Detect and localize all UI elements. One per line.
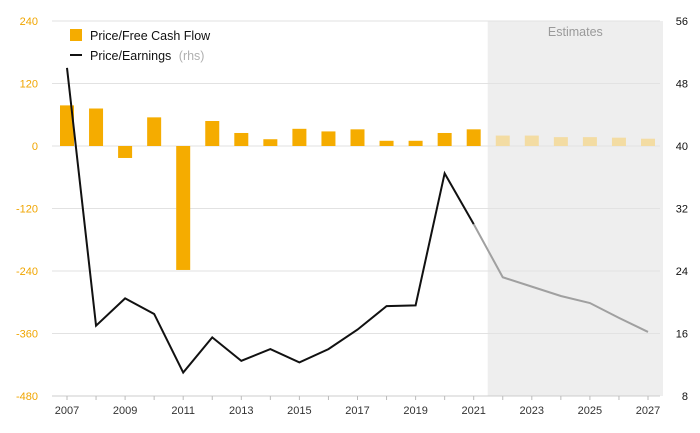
right-tick-label: 40: [676, 141, 688, 153]
bar-pfcf: [292, 128, 307, 146]
left-tick-label: -240: [16, 266, 38, 278]
bars: [60, 105, 655, 270]
bar-pfcf: [205, 121, 220, 146]
right-tick-label: 48: [676, 79, 688, 91]
left-axis: 240 120 0 -120 -240 -360 -480: [16, 16, 38, 403]
x-tick-label: 2023: [520, 405, 544, 417]
x-tick-label: 2009: [113, 405, 137, 417]
x-tick-label: 2011: [171, 405, 195, 417]
bar-pfcf: [234, 132, 249, 146]
bar-pfcf: [611, 137, 626, 146]
bar-pfcf: [408, 140, 423, 146]
x-tick-label: 2017: [345, 405, 369, 417]
left-tick-label: -480: [16, 391, 38, 403]
pe-line: [66, 67, 649, 375]
x-tick-label: 2019: [403, 405, 427, 417]
left-tick-label: 240: [20, 16, 38, 28]
legend-label-pe-suffix: (rhs): [179, 49, 205, 63]
bar-pfcf: [553, 137, 568, 146]
bar-pfcf: [147, 117, 162, 146]
legend: Price/Free Cash Flow Price/Earnings (rhs…: [70, 29, 211, 63]
left-tick-label: -360: [16, 329, 38, 341]
bar-pfcf: [466, 129, 481, 146]
bar-pfcf: [263, 139, 278, 146]
x-tick-label: 2027: [636, 405, 660, 417]
bar-pfcf: [379, 140, 394, 146]
left-tick-label: 120: [20, 79, 38, 91]
legend-label-pe: Price/Earnings (rhs): [90, 49, 204, 63]
left-tick-label: -120: [16, 204, 38, 216]
x-tick-label: 2021: [461, 405, 485, 417]
legend-label-pe-name: Price/Earnings: [90, 49, 171, 63]
pe-line-actual: [66, 67, 475, 375]
bar-pfcf: [176, 146, 191, 270]
bar-pfcf: [641, 138, 655, 146]
right-axis: 56 48 40 32 24 16 8: [676, 16, 688, 403]
right-tick-label: 8: [682, 391, 688, 403]
bar-pfcf: [495, 135, 510, 146]
bar-pfcf: [118, 146, 133, 158]
bar-pfcf: [321, 131, 336, 146]
x-tick-label: 2007: [55, 405, 79, 417]
legend-swatch-pfcf: [70, 29, 82, 41]
right-tick-label: 16: [676, 329, 688, 341]
right-tick-label: 56: [676, 16, 688, 28]
bar-pfcf: [89, 108, 104, 146]
x-tick-label: 2013: [229, 405, 253, 417]
right-tick-label: 24: [676, 266, 688, 278]
bar-pfcf: [350, 129, 365, 146]
right-tick-label: 32: [676, 204, 688, 216]
bar-pfcf: [524, 135, 539, 146]
x-axis: 2007 2009 2011 2013 2015 2017 2019 2021 2023 2025…: [52, 395, 660, 417]
x-tick-label: 2015: [287, 405, 311, 417]
legend-label-pfcf: Price/Free Cash Flow: [90, 29, 211, 43]
x-tick-label: 2025: [578, 405, 602, 417]
bar-pfcf: [582, 137, 597, 146]
left-tick-label: 0: [32, 141, 38, 153]
estimates-label: Estimates: [548, 25, 603, 39]
pe-line-estimates: [472, 223, 649, 333]
bar-pfcf: [60, 105, 74, 146]
bar-pfcf: [437, 132, 452, 146]
